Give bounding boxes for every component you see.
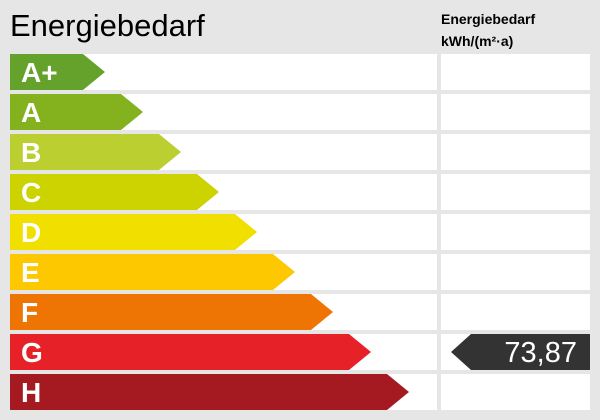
energy-row: E (10, 254, 590, 290)
marker-value: 73,87 (504, 337, 577, 369)
value-cell (441, 294, 590, 330)
value-header-unit: kWh/(m²·a) (441, 33, 514, 49)
energy-class-arrow: F (10, 294, 333, 330)
energy-row: C (10, 174, 590, 210)
energy-row: F (10, 294, 590, 330)
value-cell (441, 254, 590, 290)
energy-class-arrow: G (10, 334, 371, 370)
energy-class-label: E (21, 257, 40, 288)
value-cell (441, 374, 590, 410)
energy-class-arrow: H (10, 374, 409, 410)
energy-class-arrow: C (10, 174, 219, 210)
value-cell (441, 214, 590, 250)
value-cell (441, 54, 590, 90)
value-cell (441, 174, 590, 210)
value-cell (441, 94, 590, 130)
value-cell (441, 134, 590, 170)
value-marker: 73,87 (451, 334, 590, 370)
value-header-label: Energiebedarf (441, 11, 536, 27)
energy-class-label: D (21, 217, 42, 248)
energy-class-label: F (21, 297, 39, 328)
energy-class-label: C (21, 177, 42, 208)
energy-row: B (10, 134, 590, 170)
value-header: Energiebedarf kWh/(m²·a) (441, 8, 535, 52)
energy-class-arrow: E (10, 254, 295, 290)
energy-class-arrow: A+ (10, 54, 105, 90)
energy-class-arrow: A (10, 94, 143, 130)
energy-row: A (10, 94, 590, 130)
energy-row: H (10, 374, 590, 410)
chart-title: Energiebedarf (10, 8, 205, 43)
energy-row: A+ (10, 54, 590, 90)
energy-class-label: A (21, 97, 42, 128)
energy-class-arrow: B (10, 134, 181, 170)
energy-class-label: G (21, 337, 43, 368)
energy-row: G (10, 334, 590, 370)
energy-class-label: B (21, 137, 42, 168)
energy-class-arrow: D (10, 214, 257, 250)
energy-class-label: A+ (21, 57, 58, 88)
energy-row: D (10, 214, 590, 250)
energy-class-label: H (21, 377, 42, 408)
